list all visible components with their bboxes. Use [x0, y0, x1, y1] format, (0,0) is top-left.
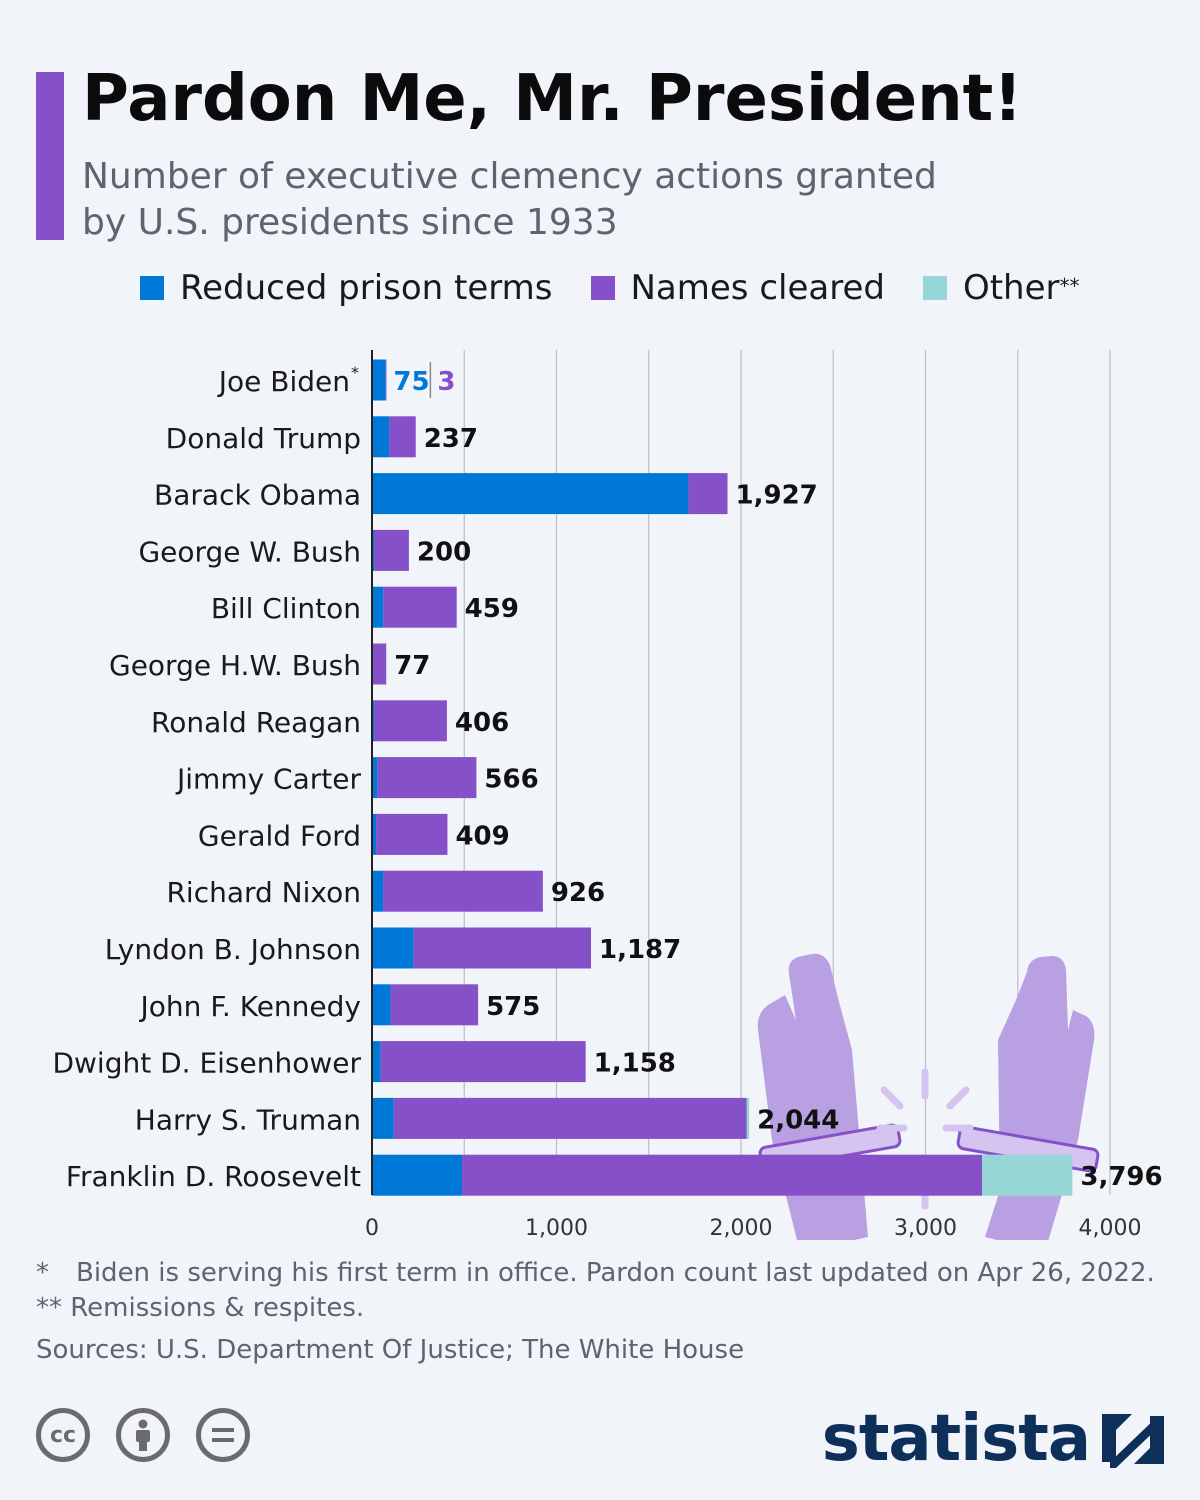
category-marker: *	[351, 363, 359, 382]
bar-segment	[376, 813, 448, 855]
license-icons: cc	[36, 1408, 276, 1462]
footnote-text: Biden is serving his first term in offic…	[76, 1258, 1155, 1288]
bar-segment	[372, 813, 377, 855]
bar-segment	[413, 927, 592, 969]
split-label-first: 75	[393, 367, 429, 397]
bar-segment	[372, 927, 414, 969]
x-tick-label: 3,000	[894, 1216, 957, 1240]
no-derivatives-icon	[196, 1408, 250, 1462]
source-note: Sources: U.S. Department Of Justice; The…	[36, 1335, 745, 1365]
bar-segment	[389, 416, 416, 458]
total-label: 926	[551, 878, 605, 908]
bar-segment	[374, 700, 447, 742]
legend-item-other: Other **	[922, 268, 1080, 308]
bar-segment	[982, 1154, 1073, 1196]
total-label: 575	[486, 992, 540, 1022]
bar-segment	[372, 700, 375, 742]
total-label: 77	[394, 651, 430, 681]
legend-item-names-cleared: Names cleared	[590, 268, 885, 308]
cc-icon: cc	[36, 1408, 90, 1462]
total-label: 566	[484, 765, 538, 795]
bar-segment	[374, 529, 409, 571]
bar-segment	[372, 1154, 463, 1196]
bar-segment	[372, 416, 390, 458]
bar-segment	[372, 586, 384, 628]
bar-segment	[372, 870, 384, 912]
legend-swatch-other	[922, 276, 947, 300]
total-label: 1,187	[599, 935, 681, 965]
legend-label-other-marker: **	[1059, 274, 1080, 298]
category-label: Lyndon B. Johnson	[105, 933, 361, 966]
category-label: George W. Bush	[138, 535, 361, 568]
total-label: 459	[465, 594, 519, 624]
bar-segment	[385, 359, 387, 401]
statista-logo: statista	[822, 1402, 1164, 1476]
legend-swatch-names-cleared	[590, 276, 615, 300]
broken-handcuffs-illustration	[757, 953, 1100, 1240]
bar-segment	[390, 984, 479, 1026]
category-label: Donald Trump	[166, 422, 361, 455]
category-label: Richard Nixon	[166, 876, 361, 909]
bar-segment	[746, 1097, 750, 1139]
legend-label-names-cleared: Names cleared	[630, 268, 885, 308]
chart-title: Pardon Me, Mr. President!	[82, 62, 1023, 136]
footnote-marker: **	[36, 1293, 62, 1323]
legend-swatch-reduced	[140, 276, 164, 300]
footnote-other: ** Remissions & respites.	[36, 1293, 364, 1323]
x-tick-label: 4,000	[1079, 1216, 1142, 1240]
legend-label-other: Other	[962, 268, 1060, 308]
x-tick-label: 1,000	[525, 1216, 588, 1240]
chart-subtitle: Number of executive clemency actions gra…	[82, 156, 937, 243]
statista-logo-mark-icon	[1102, 1414, 1164, 1468]
category-label: Dwight D. Eisenhower	[52, 1047, 361, 1080]
footnote-marker: *	[36, 1258, 49, 1288]
category-label: Bill Clinton	[211, 592, 361, 625]
total-label: 200	[417, 537, 471, 567]
bar-segment	[372, 529, 375, 571]
total-label: 237	[424, 424, 478, 454]
bar-segment	[372, 757, 378, 799]
footnote-biden: * Biden is serving his first term in offi…	[36, 1258, 1155, 1288]
logo-wordmark: statista	[821, 1402, 1091, 1476]
bar-segment	[462, 1154, 983, 1196]
total-label: 1,158	[594, 1049, 676, 1079]
title-accent-bar	[36, 72, 64, 240]
bar-segment	[372, 359, 386, 401]
category-label: John F. Kennedy	[139, 990, 361, 1023]
bar-segment	[383, 870, 543, 912]
split-label-second: 3	[437, 367, 455, 397]
category-label: Barack Obama	[154, 479, 361, 512]
bar-segment	[372, 1097, 394, 1139]
legend-item-reduced: Reduced prison terms	[140, 268, 553, 308]
stacked-bar-chart: 0 1,000 2,000 3,000 4,000 Joe Biden * 75 3 Donald…	[52, 350, 1163, 1240]
category-label: Franklin D. Roosevelt	[66, 1160, 361, 1193]
legend-label-reduced: Reduced prison terms	[180, 268, 553, 308]
bar-segment	[393, 1097, 747, 1139]
category-label: Joe Biden	[217, 365, 350, 398]
category-label: Jimmy Carter	[175, 763, 361, 796]
bar-segment	[372, 473, 689, 515]
bar-segment	[377, 757, 477, 799]
total-label: 409	[455, 821, 509, 851]
bar-segment	[372, 1041, 381, 1083]
category-label: Ronald Reagan	[151, 706, 361, 739]
bar-segment	[372, 984, 391, 1026]
footnote-text: Remissions & respites.	[70, 1293, 365, 1323]
category-label: Gerald Ford	[198, 819, 361, 852]
legend: Reduced prison terms Names cleared Other…	[140, 268, 1118, 308]
total-label: 1,927	[736, 481, 818, 511]
x-tick-label: 0	[365, 1216, 379, 1240]
bar-segment	[688, 473, 728, 515]
bar-segment	[380, 1041, 586, 1083]
cc-icon-text: cc	[49, 1422, 77, 1448]
category-label: George H.W. Bush	[109, 649, 361, 682]
attribution-icon	[116, 1408, 170, 1462]
total-label: 406	[455, 708, 509, 738]
bar-segment	[372, 643, 387, 685]
bar-segment	[383, 586, 457, 628]
category-label: Harry S. Truman	[135, 1103, 361, 1136]
total-label: 2,044	[757, 1105, 839, 1135]
x-tick-label: 2,000	[710, 1216, 773, 1240]
total-label: 3,796	[1080, 1162, 1162, 1192]
